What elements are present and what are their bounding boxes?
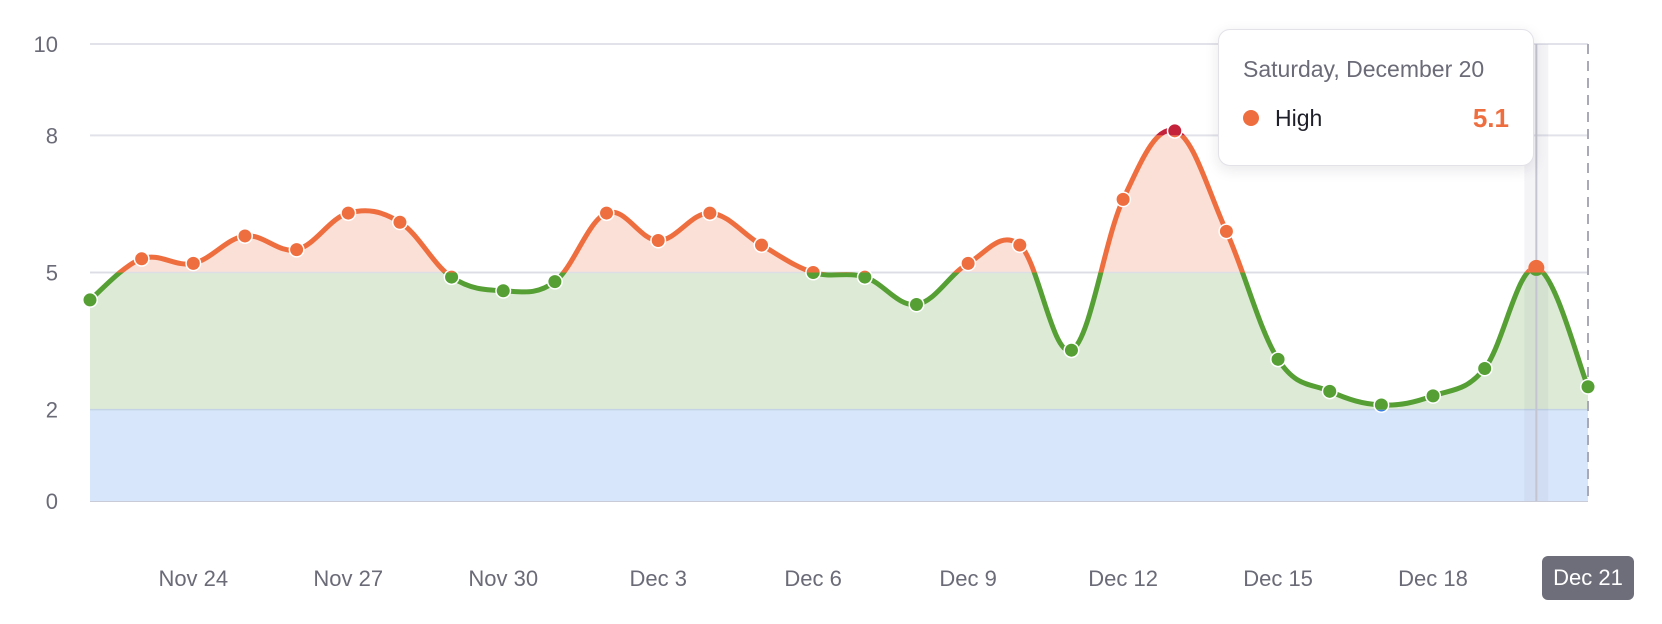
series-line: [88, 272, 1591, 408]
data-point[interactable]: [82, 291, 98, 308]
data-point[interactable]: [133, 250, 150, 267]
x-tick-label: Dec 12: [1088, 566, 1158, 591]
data-point[interactable]: [1425, 387, 1442, 404]
data-point[interactable]: [1321, 383, 1338, 400]
data-point[interactable]: [185, 255, 202, 272]
y-tick-label: 0: [46, 489, 58, 514]
x-tick-label: Dec 3: [629, 566, 686, 591]
data-point[interactable]: [236, 227, 253, 244]
zone-fill-low: [90, 409, 1588, 501]
series-line: [116, 135, 1546, 273]
zone-fill-moderate: [90, 272, 1588, 410]
data-point[interactable]: [960, 255, 977, 272]
data-point[interactable]: [1476, 360, 1493, 377]
tooltip-series-label: High: [1275, 104, 1323, 131]
data-point[interactable]: [288, 241, 305, 258]
x-tick-label: Dec 6: [784, 566, 841, 591]
tooltip-date: Saturday, December 20: [1243, 56, 1485, 82]
x-tick-label: Nov 24: [158, 566, 228, 591]
data-point[interactable]: [753, 237, 770, 254]
data-point[interactable]: [1115, 191, 1132, 208]
data-point[interactable]: [805, 264, 822, 281]
data-point[interactable]: [495, 282, 512, 299]
data-point[interactable]: [1011, 237, 1028, 254]
x-tick-label: Nov 30: [468, 566, 538, 591]
data-point[interactable]: [908, 296, 925, 313]
data-point[interactable]: [1166, 122, 1183, 139]
y-tick-label: 2: [46, 398, 58, 423]
y-tick-label: 8: [46, 123, 58, 148]
data-point[interactable]: [1063, 342, 1080, 359]
y-tick-label: 5: [46, 261, 58, 286]
tooltip-value: 5.1: [1472, 102, 1509, 133]
data-point[interactable]: [856, 269, 873, 286]
x-tick-label: Dec 9: [939, 566, 996, 591]
data-point[interactable]: [1270, 351, 1287, 368]
data-point[interactable]: [650, 232, 667, 249]
data-point[interactable]: [1528, 259, 1545, 276]
data-point[interactable]: [546, 273, 563, 290]
x-tick-label: Nov 27: [313, 566, 383, 591]
tooltip-row: High 5.1: [1243, 102, 1509, 134]
series-dot-icon: [1243, 110, 1259, 126]
x-axis-active-label: Dec 21: [1542, 556, 1634, 600]
data-point[interactable]: [1373, 397, 1390, 414]
data-point[interactable]: [391, 214, 408, 231]
data-point[interactable]: [340, 205, 357, 222]
data-point[interactable]: [1580, 378, 1596, 395]
data-point[interactable]: [1218, 223, 1235, 240]
y-tick-label: 10: [34, 32, 58, 57]
chart-tooltip: Saturday, December 20 High 5.1: [1218, 29, 1534, 166]
data-point[interactable]: [598, 205, 615, 222]
data-point[interactable]: [701, 205, 718, 222]
x-tick-label: Dec 15: [1243, 566, 1313, 591]
x-tick-label: Dec 18: [1398, 566, 1468, 591]
data-point[interactable]: [443, 269, 460, 286]
zone-fill-high: [119, 135, 1543, 273]
